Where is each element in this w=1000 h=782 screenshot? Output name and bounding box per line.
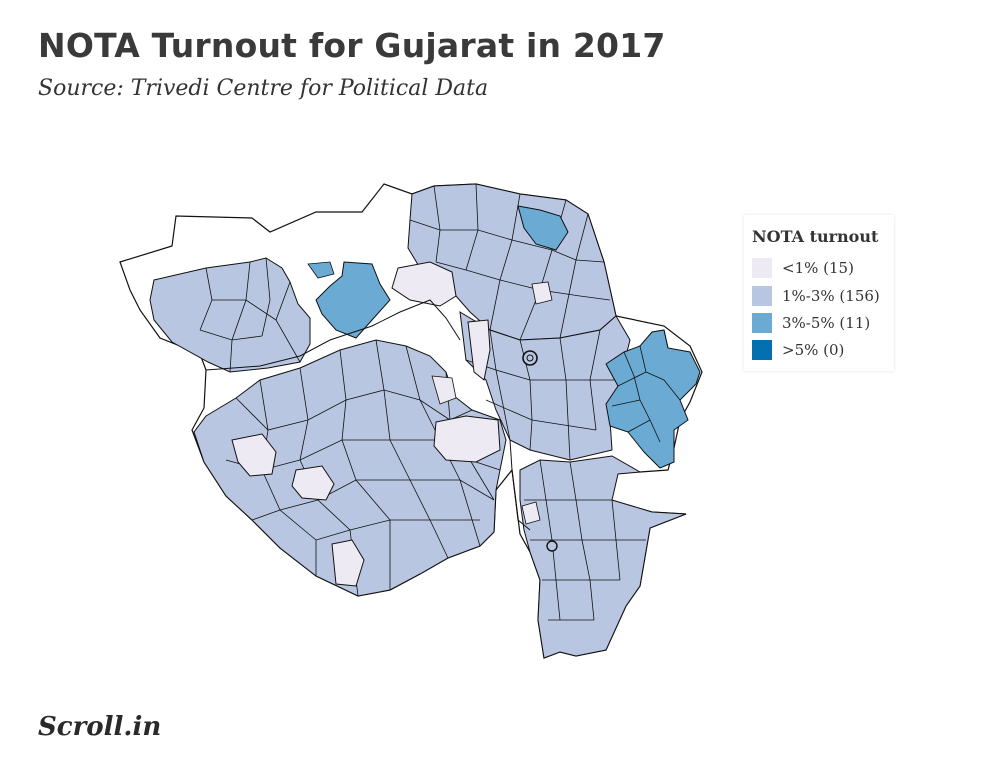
legend-label: 3%-5% (11) xyxy=(782,314,871,332)
south-lt1-1 xyxy=(521,501,541,525)
legend-item-lt1: <1% (15) xyxy=(752,257,854,279)
central-lt1-constituency xyxy=(467,319,491,381)
kutch-region xyxy=(149,257,311,373)
legend-label: >5% (0) xyxy=(782,341,845,359)
saurashtra-lt1-2 xyxy=(291,465,335,501)
scroll-logo: Scroll.in xyxy=(38,712,162,742)
legend-item-gt5: >5% (0) xyxy=(752,339,844,361)
north-lt1-constituency-2 xyxy=(531,281,553,305)
legend-swatch xyxy=(752,286,772,306)
saurashtra-lt1-3 xyxy=(433,415,501,463)
saurashtra-lt1-4 xyxy=(331,539,365,587)
north-lt1-constituency xyxy=(391,261,457,307)
legend-item-3-5: 3%-5% (11) xyxy=(752,312,870,334)
legend-item-1-3: 1%-3% (156) xyxy=(752,285,880,307)
legend-swatch xyxy=(752,258,772,278)
saurashtra-lt1-5 xyxy=(431,375,457,405)
saurashtra-region xyxy=(193,339,507,597)
legend-label: <1% (15) xyxy=(782,259,854,277)
kutch-3-5-constituency xyxy=(315,261,391,339)
north-3-5-constituency xyxy=(517,205,569,251)
legend-title: NOTA turnout xyxy=(752,227,879,246)
kutch-small-island xyxy=(307,261,335,279)
saurashtra-lt1-1 xyxy=(231,433,277,477)
south-gujarat-region xyxy=(519,455,687,659)
page-title: NOTA Turnout for Gujarat in 2017 xyxy=(38,26,666,65)
legend-swatch xyxy=(752,313,772,333)
legend-label: 1%-3% (156) xyxy=(782,287,880,305)
page-subtitle: Source: Trivedi Centre for Political Dat… xyxy=(38,76,489,101)
legend-swatch xyxy=(752,340,772,360)
map-legend: NOTA turnout <1% (15) 1%-3% (156) 3%-5% … xyxy=(744,215,894,371)
